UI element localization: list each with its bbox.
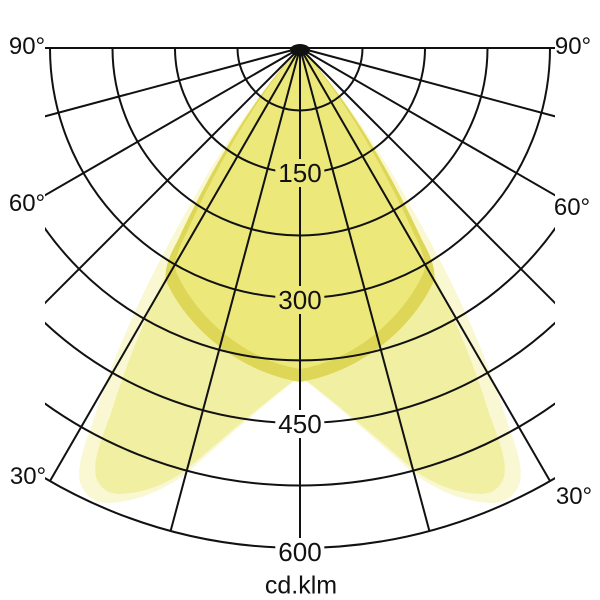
radial-tick-150: 150	[275, 159, 325, 187]
radial-75-right	[299, 47, 555, 118]
radial-45-left	[45, 47, 301, 305]
radial-30-right	[299, 47, 551, 482]
angle-label-right-60: 60°	[553, 194, 591, 221]
radial-tick-300: 300	[275, 286, 325, 314]
radial-30-left	[49, 47, 301, 482]
radial-60-left	[45, 47, 301, 197]
unit-caption: cd.klm	[264, 571, 338, 600]
radial-15-left	[169, 47, 301, 532]
angle-label-left-60: 60°	[8, 190, 46, 217]
radial-tick-600: 600	[275, 538, 325, 566]
radial-15-right	[299, 47, 431, 532]
radial-45-right	[299, 47, 555, 305]
angle-label-right-30: 30°	[555, 483, 593, 510]
radial-60-right	[299, 47, 555, 197]
radial-75-left	[45, 47, 301, 118]
angle-label-left-90: 90°	[8, 33, 46, 60]
radial-tick-450: 450	[275, 410, 325, 438]
angle-label-right-90: 90°	[554, 33, 592, 60]
angle-label-left-30: 30°	[9, 463, 47, 490]
apex-dot	[290, 44, 310, 56]
